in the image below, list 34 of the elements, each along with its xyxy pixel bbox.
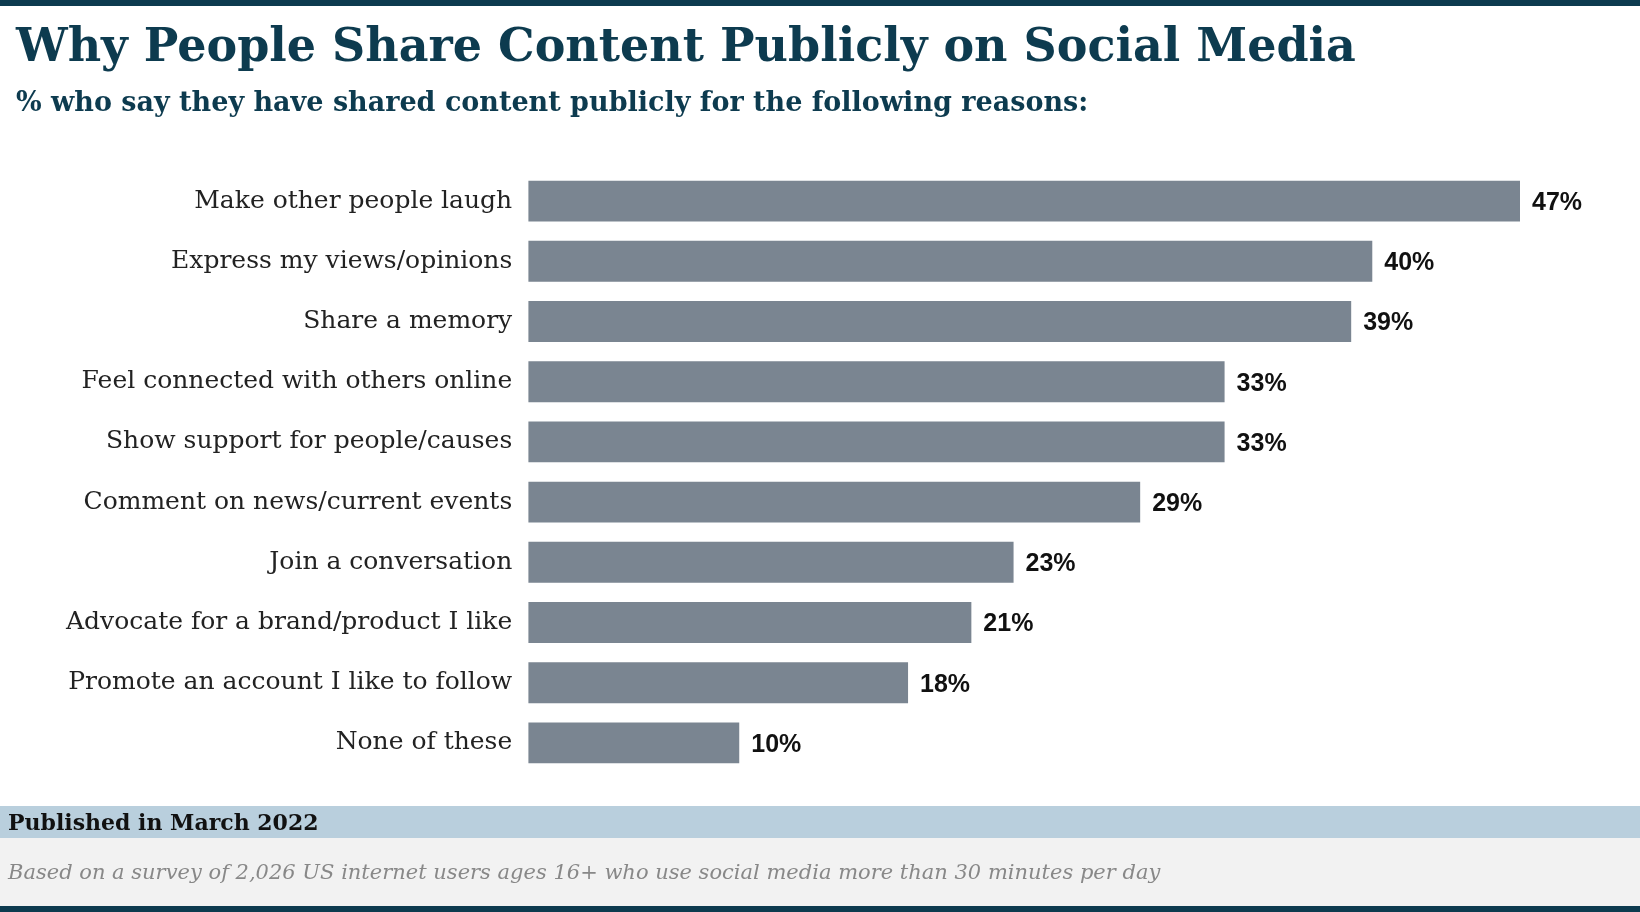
text: Based on a survey of 2,026 US internet users ages 16+ who use social media more than 30 minutes per day — [0, 838, 1640, 906]
data-label: 10% — [751, 728, 802, 757]
bar — [528, 301, 1352, 342]
y-tick-label: Share a memory — [303, 305, 514, 334]
bar — [528, 541, 1014, 583]
chart-title: Why People Share Content Publicly on Social Media — [16, 18, 1356, 72]
bar — [528, 361, 1225, 403]
y-tick-label: Join a conversation — [266, 545, 513, 575]
text: Published in March 2022 — [0, 806, 1640, 838]
data-label: 21% — [983, 608, 1034, 637]
bar — [528, 421, 1225, 463]
y-tick-label: Make other people laugh — [194, 184, 513, 214]
bar — [528, 481, 1141, 523]
y-tick-label: None of these — [335, 726, 513, 756]
data-label: 23% — [1025, 548, 1076, 577]
y-tick-label: Express my views/opinions — [171, 244, 513, 274]
data-label: 47% — [1532, 186, 1583, 215]
data-label: 29% — [1152, 487, 1203, 516]
y-tick-label: Comment on news/current events — [83, 485, 513, 515]
data-label: 33% — [1236, 367, 1287, 396]
chart-subtitle: % who say they have shared content publicly for the following reasons: — [16, 86, 1089, 117]
bar — [528, 662, 909, 704]
data-label: 33% — [1236, 427, 1287, 456]
bar — [528, 180, 1520, 222]
y-tick-label: Advocate for a brand/product I like — [64, 606, 513, 635]
y-tick-label: Feel connected with others online — [81, 365, 513, 395]
bar — [528, 602, 972, 643]
bar — [528, 722, 740, 764]
y-tick-label: Show support for people/causes — [105, 425, 513, 455]
data-label: 40% — [1384, 247, 1435, 276]
data-label: 39% — [1363, 307, 1414, 336]
data-label: 18% — [920, 668, 971, 697]
y-tick-label: Promote an account I like to follow — [68, 666, 513, 696]
bar — [528, 240, 1373, 282]
